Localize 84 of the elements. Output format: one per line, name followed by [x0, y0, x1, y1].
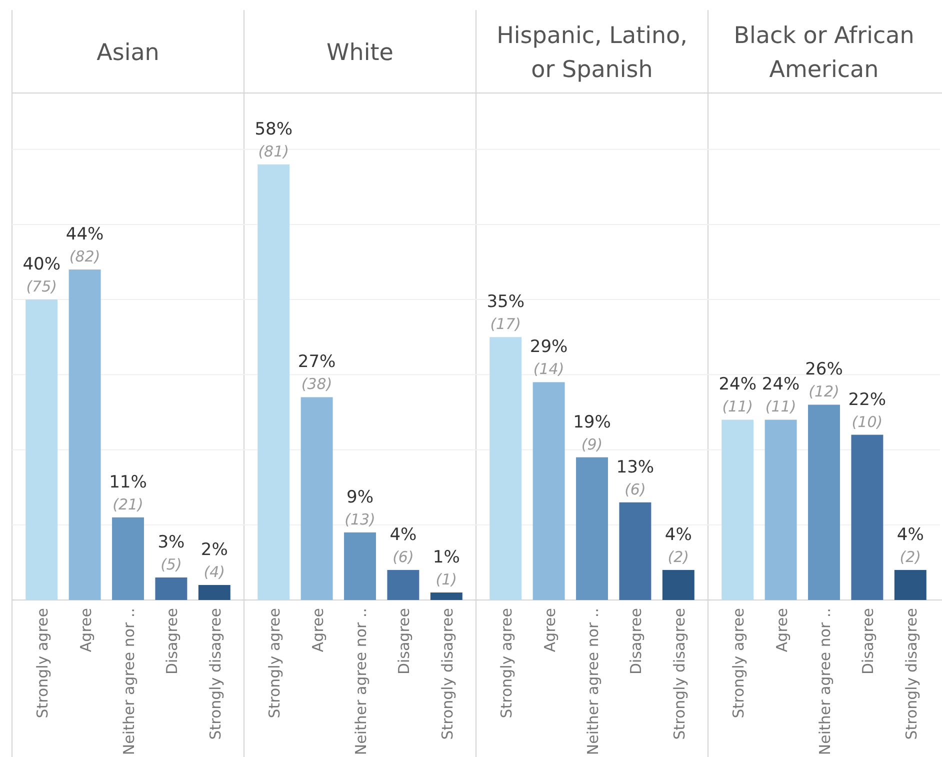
data-label: 44%	[66, 224, 104, 245]
bar	[808, 404, 840, 600]
data-label: 13%	[616, 457, 654, 478]
bar	[430, 592, 462, 600]
data-label: 26%	[805, 360, 843, 380]
x-tick-label: Agree	[540, 608, 559, 652]
chart-title: White	[326, 40, 394, 66]
x-tick-label: Disagree	[859, 608, 878, 675]
data-label: 2%	[200, 540, 228, 560]
annotation: (82)	[69, 248, 100, 266]
data-label: 40%	[22, 254, 60, 275]
data-label: 27%	[298, 352, 336, 372]
bar	[155, 577, 188, 600]
bar	[112, 517, 144, 600]
bar	[300, 397, 333, 600]
data-label: 1%	[432, 547, 460, 568]
bar	[532, 382, 565, 600]
x-tick-label: Agree	[308, 608, 327, 652]
bar	[619, 502, 652, 600]
annotation: (11)	[765, 398, 796, 416]
bar	[198, 584, 230, 600]
x-tick-label: Strongly disagree	[206, 608, 224, 740]
x-tick-label: Neither agree nor ..	[816, 608, 834, 756]
bar	[490, 337, 522, 600]
x-tick-label: Strongly disagree	[670, 608, 688, 740]
data-label: 11%	[109, 472, 147, 492]
x-tick-label: Agree	[772, 608, 791, 652]
x-tick-label: Strongly agree	[498, 608, 516, 718]
x-tick-label: Strongly agree	[266, 608, 284, 718]
bar	[68, 270, 101, 600]
annotation: (4)	[204, 562, 226, 581]
bar	[764, 420, 797, 600]
annotation: (17)	[490, 315, 521, 334]
data-label: 29%	[530, 337, 568, 358]
annotation: (14)	[533, 360, 564, 378]
annotation: (5)	[160, 555, 182, 574]
x-tick-label: Neither agree nor ..	[584, 608, 602, 756]
x-tick-label: Neither agree nor ..	[120, 608, 138, 756]
annotation: (2)	[668, 548, 690, 566]
x-tick-label: Strongly disagree	[902, 608, 920, 740]
bar	[662, 570, 694, 600]
data-label: 24%	[762, 374, 800, 395]
chart-title: Hispanic, Latino, or Spanish	[496, 23, 688, 83]
bar	[344, 532, 376, 600]
bar	[387, 570, 420, 600]
x-tick-label: Disagree	[163, 608, 182, 675]
x-tick-label: Neither agree nor ..	[352, 608, 370, 756]
annotation: (81)	[258, 142, 289, 160]
annotation: (9)	[581, 435, 603, 454]
annotation: (6)	[392, 548, 414, 566]
annotation: (2)	[900, 548, 922, 566]
bar	[851, 434, 884, 600]
bar	[894, 570, 926, 600]
annotation: (38)	[301, 375, 332, 394]
data-label: 4%	[664, 524, 692, 545]
x-tick-label: Strongly disagree	[438, 608, 456, 740]
data-label: 35%	[486, 292, 524, 312]
bar	[26, 300, 58, 600]
annotation: (6)	[624, 480, 646, 498]
data-label: 24%	[718, 374, 756, 395]
x-tick-label: Disagree	[627, 608, 646, 675]
data-label: 4%	[390, 524, 417, 545]
x-tick-label: Disagree	[395, 608, 414, 675]
bar	[576, 457, 608, 600]
data-label: 22%	[848, 390, 886, 410]
bar	[258, 164, 290, 600]
data-label: 4%	[896, 524, 924, 545]
annotation: (1)	[436, 570, 458, 588]
x-tick-label: Strongly agree	[34, 608, 52, 718]
annotation: (13)	[344, 510, 376, 528]
bar	[722, 420, 754, 600]
data-label: 9%	[346, 487, 374, 508]
x-tick-label: Strongly agree	[730, 608, 748, 718]
data-label: 58%	[254, 119, 292, 140]
annotation: (12)	[808, 382, 840, 401]
annotation: (21)	[112, 495, 144, 514]
data-label: 19%	[573, 412, 611, 432]
chart-title: Black or African American	[734, 23, 914, 83]
annotation: (10)	[852, 412, 883, 431]
x-tick-label: Agree	[76, 608, 95, 652]
chart-title: Asian	[96, 40, 160, 66]
annotation: (11)	[722, 398, 753, 416]
annotation: (75)	[26, 278, 57, 296]
data-label: 3%	[158, 532, 185, 552]
